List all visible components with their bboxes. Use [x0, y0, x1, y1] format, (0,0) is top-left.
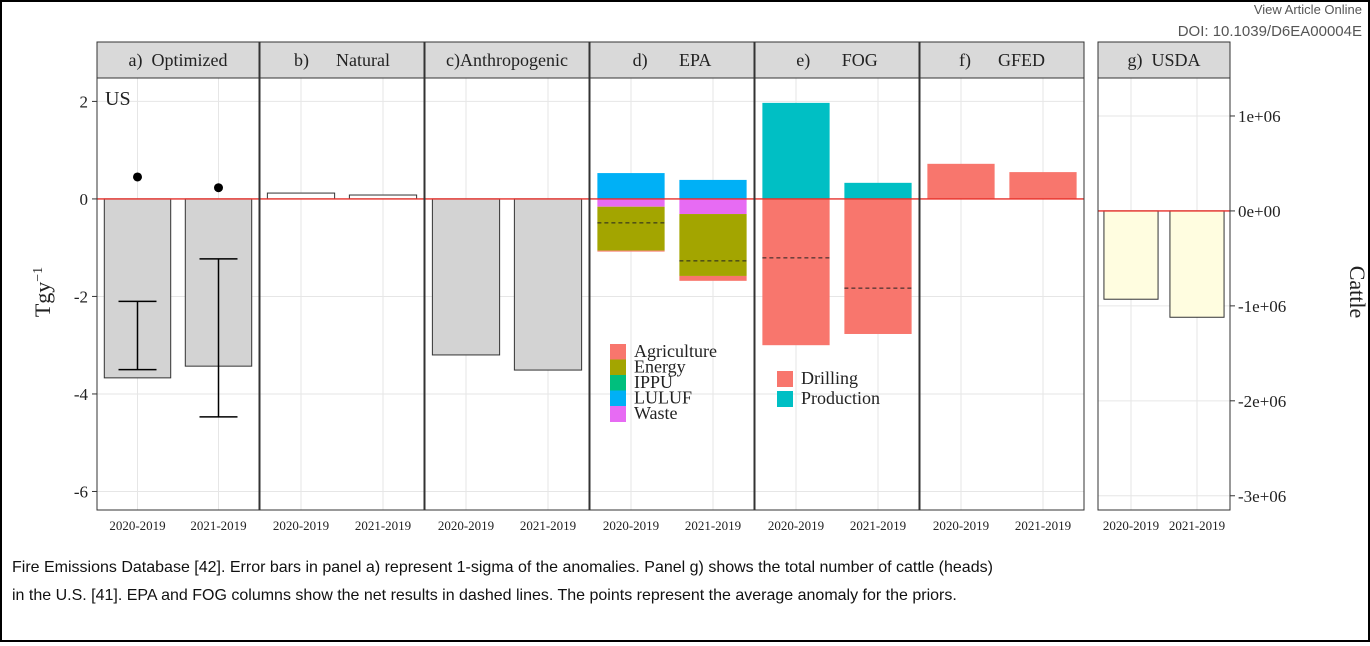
doi: DOI: 10.1039/D6EA00004E [1178, 23, 1362, 40]
panel-bg [920, 78, 1084, 510]
bar-segment [597, 173, 665, 199]
x-tick-label: 2021-2019 [850, 518, 906, 533]
panel-strip [754, 41, 920, 79]
panel-title: d) EPA [633, 50, 712, 71]
bar-segment [597, 198, 665, 207]
panel-strip [424, 41, 590, 79]
bar-segment [679, 275, 747, 281]
panel-bg [260, 78, 424, 510]
x-tick-label: 2020-2019 [438, 518, 494, 533]
bar [927, 163, 995, 199]
legend-label: Production [801, 388, 880, 408]
panel-title: f) GFED [959, 50, 1045, 71]
y2-tick-label: -3e+06 [1238, 487, 1286, 506]
y-label-exponent: −1 [31, 267, 46, 282]
y2-axis-title: Cattle [1345, 266, 1370, 319]
y-tick-label: 0 [80, 190, 89, 209]
panel-border [424, 77, 590, 511]
panel-strip [259, 41, 425, 79]
x-tick-label: 2021-2019 [1169, 518, 1225, 533]
y-tick-label: -2 [74, 287, 88, 306]
y-label: Tgy [30, 282, 55, 317]
bar-segment [679, 214, 747, 276]
panel-strip [919, 41, 1085, 79]
panel-strip [589, 41, 755, 79]
bar-segment [762, 102, 830, 199]
panel-title: e) FOG [796, 50, 878, 71]
legend-label: Energy [634, 357, 686, 377]
panel-title: b) Natural [294, 50, 390, 71]
bar-segment [679, 198, 747, 215]
panel-border [589, 77, 755, 511]
bar-segment [844, 198, 912, 334]
panel-title: g) USDA [1127, 50, 1200, 71]
panel-strip [1097, 41, 1231, 79]
panel-title: a) Optimized [129, 50, 228, 71]
x-tick-label: 2020-2019 [603, 518, 659, 533]
x-tick-label: 2021-2019 [520, 518, 576, 533]
legend-label: Waste [634, 403, 678, 423]
prior-point [214, 183, 223, 193]
bar [1009, 172, 1077, 199]
region-label: US [105, 88, 131, 110]
legend-key [610, 344, 626, 360]
legend-key [777, 391, 793, 407]
panel-border [96, 77, 260, 511]
x-tick-label: 2021-2019 [190, 518, 246, 533]
panel-border [754, 77, 920, 511]
legend-key [610, 406, 626, 422]
bar-segment [597, 206, 665, 251]
x-tick-label: 2020-2019 [933, 518, 989, 533]
panel-border [919, 77, 1085, 511]
legend-label: IPPU [634, 372, 673, 392]
bar [266, 192, 336, 200]
prior-point [133, 172, 142, 182]
x-tick-label: 2021-2019 [355, 518, 411, 533]
legend-key [610, 390, 626, 407]
bar [1103, 210, 1159, 300]
panel-border [1097, 77, 1231, 511]
y-axis-title: Tgy−1 [30, 267, 55, 317]
x-tick-label: 2020-2019 [273, 518, 329, 533]
caption-line: in the U.S. [41]. EPA and FOG columns sh… [12, 587, 957, 604]
panel-border [259, 77, 425, 511]
y-tick-label: -4 [74, 385, 89, 404]
y2-tick-label: 0e+00 [1238, 202, 1281, 221]
panel-title: c)Anthropogenic [446, 50, 568, 71]
x-tick-label: 2020-2019 [768, 518, 824, 533]
y2-tick-label: -2e+06 [1238, 392, 1286, 411]
bar-segment [597, 250, 665, 252]
bar [431, 198, 501, 356]
y-tick-label: -6 [74, 482, 88, 501]
x-tick-label: 2020-2019 [1103, 518, 1159, 533]
bar [1169, 210, 1225, 318]
y2-tick-label: 1e+06 [1238, 107, 1281, 126]
x-tick-label: 2020-2019 [109, 518, 165, 533]
legend-key [777, 371, 793, 387]
legend-label: Drilling [801, 368, 858, 388]
x-tick-label: 2021-2019 [685, 518, 741, 533]
bar-segment [844, 182, 912, 199]
legend-label: Agriculture [634, 341, 717, 361]
caption-line: Fire Emissions Database [42]. Error bars… [12, 559, 993, 576]
y-tick-label: 2 [80, 92, 89, 111]
panel-bg [590, 78, 754, 510]
bar [513, 198, 583, 371]
view-article-link[interactable]: View Article Online [1254, 2, 1362, 17]
bar-segment [762, 198, 830, 346]
legend-key [610, 375, 626, 391]
x-tick-label: 2021-2019 [1015, 518, 1071, 533]
y2-tick-label: -1e+06 [1238, 297, 1286, 316]
legend-key [610, 359, 626, 376]
bar-segment [679, 179, 747, 199]
legend-label: LULUF [634, 388, 692, 408]
